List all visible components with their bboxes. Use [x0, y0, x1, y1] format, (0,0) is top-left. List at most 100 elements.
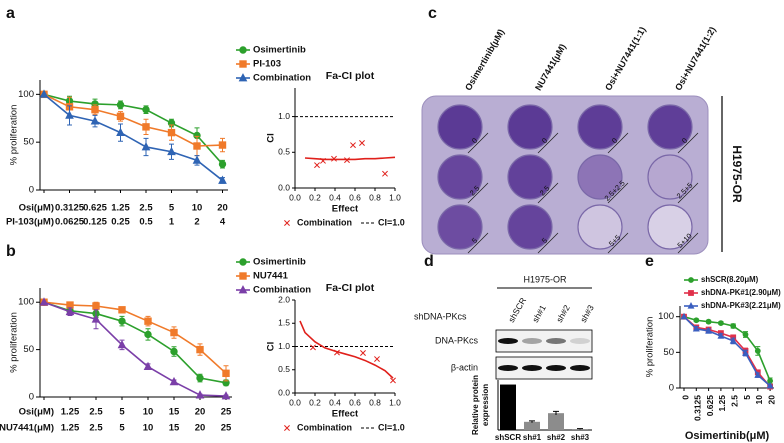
marker — [117, 339, 127, 349]
plate — [421, 95, 709, 255]
well — [437, 104, 483, 150]
well — [647, 104, 693, 150]
series-line — [43, 93, 223, 182]
x-tick-label: sh#1 — [523, 433, 542, 442]
x-tick-label: 1.25 — [61, 423, 80, 434]
series-line — [43, 301, 227, 384]
x-row-name: NU7441(μM) — [0, 423, 54, 434]
panel-label: d — [424, 253, 434, 270]
chart-title: Fa-CI plot — [326, 282, 375, 294]
marker — [170, 328, 178, 337]
well-label: 0 — [540, 136, 549, 145]
x-tick-label: 25 — [221, 407, 232, 418]
marker — [717, 331, 725, 339]
legend-label: shDNA-PK#1(2.90μM) — [701, 288, 781, 297]
well-label: 0 — [470, 136, 479, 145]
marker — [91, 105, 99, 114]
x-tick-label: 0.0625 — [55, 217, 85, 228]
bar — [572, 429, 588, 430]
marker — [238, 73, 248, 82]
marker — [170, 347, 178, 356]
x-tick-label: 0.5 — [139, 217, 153, 228]
well-label: 0 — [610, 136, 619, 145]
marker — [360, 350, 366, 356]
well-mark — [537, 182, 559, 204]
x-tick-label: 20 — [195, 423, 206, 434]
marker — [142, 105, 150, 114]
x-tick-label: 0.625 — [705, 395, 715, 417]
x-tick-label: sh#2 — [547, 433, 566, 442]
x-tick-label: sh#3 — [571, 433, 590, 442]
x-tick-label: 0.25 — [111, 217, 130, 228]
y-tick-label: 0 — [669, 383, 674, 394]
marker — [692, 324, 700, 332]
x-tick-label: 15 — [169, 423, 180, 434]
marker — [729, 336, 737, 344]
band — [570, 338, 590, 344]
blot-frame — [495, 356, 593, 380]
x-tick-label: 0.0 — [289, 397, 301, 407]
x-tick-label: 2.5 — [89, 407, 103, 418]
y-tick-label: 100 — [18, 297, 34, 308]
blot-frame — [495, 329, 593, 353]
marker — [718, 320, 724, 327]
well-mark — [607, 132, 629, 154]
y-axis-label: Relative protein — [471, 375, 480, 435]
well-mark — [607, 232, 629, 254]
x-axis-label: Effect — [332, 204, 359, 215]
marker — [92, 302, 100, 310]
x-tick-label: 5 — [119, 423, 125, 434]
x-tick-label: 1.0 — [389, 397, 401, 407]
legend-label: CI=1.0 — [378, 422, 405, 432]
x-tick-label: 10 — [143, 423, 154, 434]
bar — [548, 413, 564, 430]
x-tick-label: 0.3125 — [693, 395, 703, 421]
x-tick-label: 0.2 — [309, 397, 321, 407]
x-tick-label: 0.4 — [329, 192, 341, 202]
well-mark — [467, 232, 489, 254]
error-bar — [553, 410, 559, 415]
marker — [688, 277, 694, 283]
marker — [238, 285, 248, 294]
x-tick-label: 0.0 — [289, 192, 301, 202]
x-tick-label: 2.5 — [139, 203, 153, 214]
lane-label: sh#1 — [530, 303, 548, 324]
marker — [141, 142, 151, 151]
x-tick-label: 1.25 — [717, 395, 727, 412]
y-axis-label: % proliferation — [645, 317, 656, 378]
well-mark — [677, 182, 699, 204]
x-tick-label: 0.3125 — [55, 203, 85, 214]
x-tick-label: 20 — [766, 395, 776, 405]
x-tick-label: 0.4 — [329, 397, 341, 407]
bar — [524, 421, 540, 430]
marker — [350, 142, 356, 149]
well-mark — [467, 132, 489, 154]
marker — [39, 297, 49, 306]
x-tick-label: 1.25 — [111, 203, 130, 214]
marker — [239, 272, 247, 280]
column-label: Osimertinib(μM) — [463, 27, 506, 92]
marker — [359, 140, 365, 146]
x-tick-label: 25 — [221, 423, 232, 434]
y-tick-label: 100 — [18, 89, 34, 100]
well-mark — [677, 232, 699, 254]
marker — [39, 89, 49, 98]
legend-label: Combination — [297, 422, 352, 432]
marker — [169, 376, 179, 386]
marker — [284, 220, 290, 226]
marker — [239, 46, 247, 54]
x-tick-label: 1.0 — [389, 192, 401, 202]
blot-title: H1975-OR — [523, 274, 567, 284]
x-tick-label: 2.5 — [89, 423, 103, 434]
marker — [314, 162, 320, 169]
marker — [142, 123, 150, 131]
legend-label: PI-103 — [253, 59, 281, 70]
y-tick-label: 2.0 — [278, 294, 290, 304]
legend-label: Combination — [253, 73, 311, 84]
marker — [705, 318, 712, 325]
well-label: 5 — [470, 236, 479, 245]
well — [507, 104, 553, 150]
y-tick-label: 0.5 — [278, 364, 290, 374]
marker — [705, 326, 713, 334]
lane-label: shSCR — [506, 296, 528, 324]
